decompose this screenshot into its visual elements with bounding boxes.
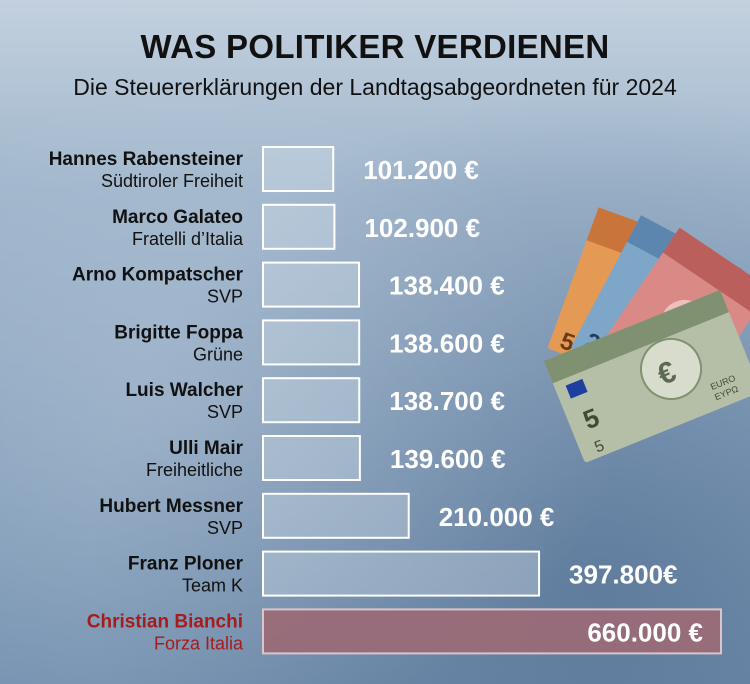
bar — [262, 261, 361, 308]
party-name: Forza Italia — [154, 633, 244, 653]
party-name: Fratelli d’Italia — [132, 229, 244, 249]
party-name: Grüne — [193, 344, 243, 364]
bar — [262, 319, 361, 366]
party-name: Südtiroler Freiheit — [101, 171, 243, 191]
chart-subtitle: Die Steuererklärungen der Landtagsabgeor… — [73, 74, 677, 100]
party-name: SVP — [207, 518, 243, 538]
politician-name: Luis Walcher — [125, 380, 243, 401]
bar — [262, 435, 361, 481]
party-name: Team K — [182, 576, 243, 596]
value-label: 660.000 € — [587, 617, 703, 647]
bar — [262, 492, 410, 539]
eu-flag-icon — [565, 378, 588, 399]
value-label: 210.000 € — [439, 502, 555, 532]
value-label: 397.800€ — [569, 560, 677, 590]
bar — [262, 203, 336, 250]
bar — [262, 146, 335, 192]
value-label: 138.400 € — [389, 271, 505, 301]
politician-name: Hannes Rabensteiner — [49, 149, 244, 170]
politician-name: Ulli Mair — [169, 438, 244, 459]
politician-name: Franz Ploner — [128, 554, 244, 575]
value-label: 138.600 € — [389, 328, 505, 358]
banknote-5: € 5 EURO ΕΥΡΩ 5 — [543, 289, 750, 463]
value-label: 139.600 € — [390, 444, 506, 474]
party-name: SVP — [207, 402, 243, 422]
euro-banknotes-illustration: 50 20 10 € 5 EURO ΕΥΡΩ 5 — [543, 207, 750, 463]
politician-name: Arno Kompatscher — [72, 265, 244, 286]
value-label: 101.200 € — [363, 155, 479, 185]
bar — [262, 550, 541, 597]
chart-title: WAS POLITIKER VERDIENEN — [140, 28, 610, 65]
bar — [262, 377, 361, 424]
value-label: 102.900 € — [364, 213, 480, 243]
bar — [262, 608, 722, 655]
politician-name: Marco Galateo — [112, 207, 243, 228]
value-label: 138.700 € — [389, 386, 505, 416]
politician-name: Christian Bianchi — [87, 611, 243, 632]
politician-name: Brigitte Foppa — [114, 322, 243, 343]
party-name: SVP — [207, 287, 243, 307]
party-name: Freiheitliche — [146, 460, 243, 480]
politician-name: Hubert Messner — [99, 496, 243, 517]
